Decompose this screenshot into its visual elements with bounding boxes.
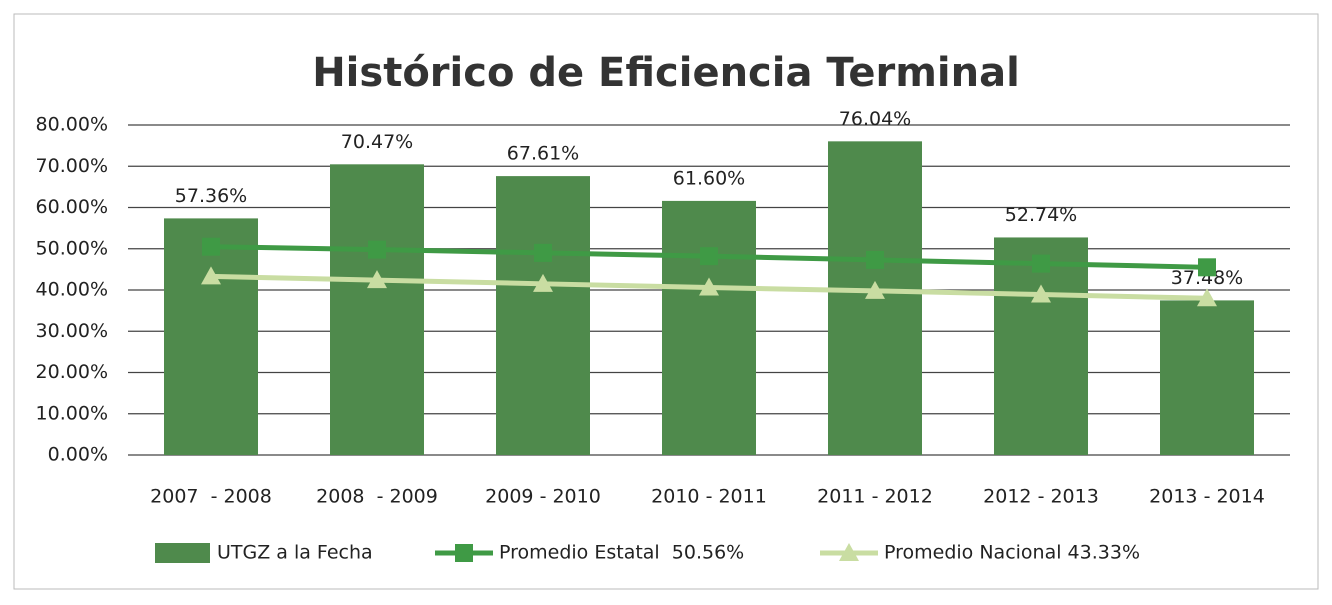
bar xyxy=(1160,300,1254,455)
data-label: 52.74% xyxy=(1005,204,1077,226)
line-marker xyxy=(201,266,221,285)
line-marker xyxy=(1032,254,1050,273)
data-label: 37.48% xyxy=(1171,267,1243,289)
legend-swatch xyxy=(155,543,210,563)
line-marker xyxy=(700,247,718,266)
legend-label: Promedio Nacional 43.33% xyxy=(884,542,1140,564)
y-tick-label: 20.00% xyxy=(36,361,108,383)
data-label: 70.47% xyxy=(341,131,413,153)
chart-title: Histórico de Eficiencia Terminal xyxy=(312,50,1020,96)
data-label: 67.61% xyxy=(507,143,579,165)
y-tick-label: 40.00% xyxy=(36,279,108,301)
data-label: 57.36% xyxy=(175,185,247,207)
data-label: 61.60% xyxy=(673,167,745,189)
line-marker xyxy=(866,250,884,269)
line-marker xyxy=(534,243,552,262)
y-tick-label: 80.00% xyxy=(36,114,108,136)
y-tick-label: 60.00% xyxy=(36,196,108,218)
x-tick-label: 2010 - 2011 xyxy=(651,486,767,508)
x-tick-label: 2009 - 2010 xyxy=(485,486,601,508)
y-tick-label: 50.00% xyxy=(36,237,108,259)
legend-marker xyxy=(455,544,473,562)
y-tick-label: 70.00% xyxy=(36,155,108,177)
y-tick-label: 10.00% xyxy=(36,402,108,424)
legend-label: Promedio Estatal 50.56% xyxy=(499,542,744,564)
line-marker xyxy=(202,237,220,256)
y-tick-label: 0.00% xyxy=(48,444,108,466)
x-tick-label: 2012 - 2013 xyxy=(983,486,1099,508)
line-marker xyxy=(533,273,553,292)
bar xyxy=(164,218,258,455)
line-marker xyxy=(367,270,387,289)
legend-label: UTGZ a la Fecha xyxy=(217,542,373,564)
bar xyxy=(330,164,424,455)
legend-marker xyxy=(839,543,859,561)
line-marker xyxy=(865,280,885,299)
x-tick-label: 2008 - 2009 xyxy=(316,486,438,508)
bar xyxy=(994,237,1088,455)
line-marker xyxy=(1198,258,1216,277)
line-marker xyxy=(1197,288,1217,307)
bar xyxy=(496,176,590,455)
line-marker xyxy=(368,240,386,259)
bar xyxy=(662,200,756,455)
line-marker xyxy=(699,277,719,296)
data-label: 76.04% xyxy=(839,108,911,130)
x-tick-label: 2011 - 2012 xyxy=(817,486,933,508)
line-marker xyxy=(1031,284,1051,303)
x-tick-label: 2007 - 2008 xyxy=(150,486,272,508)
x-tick-label: 2013 - 2014 xyxy=(1149,486,1265,508)
y-tick-label: 30.00% xyxy=(36,320,108,342)
